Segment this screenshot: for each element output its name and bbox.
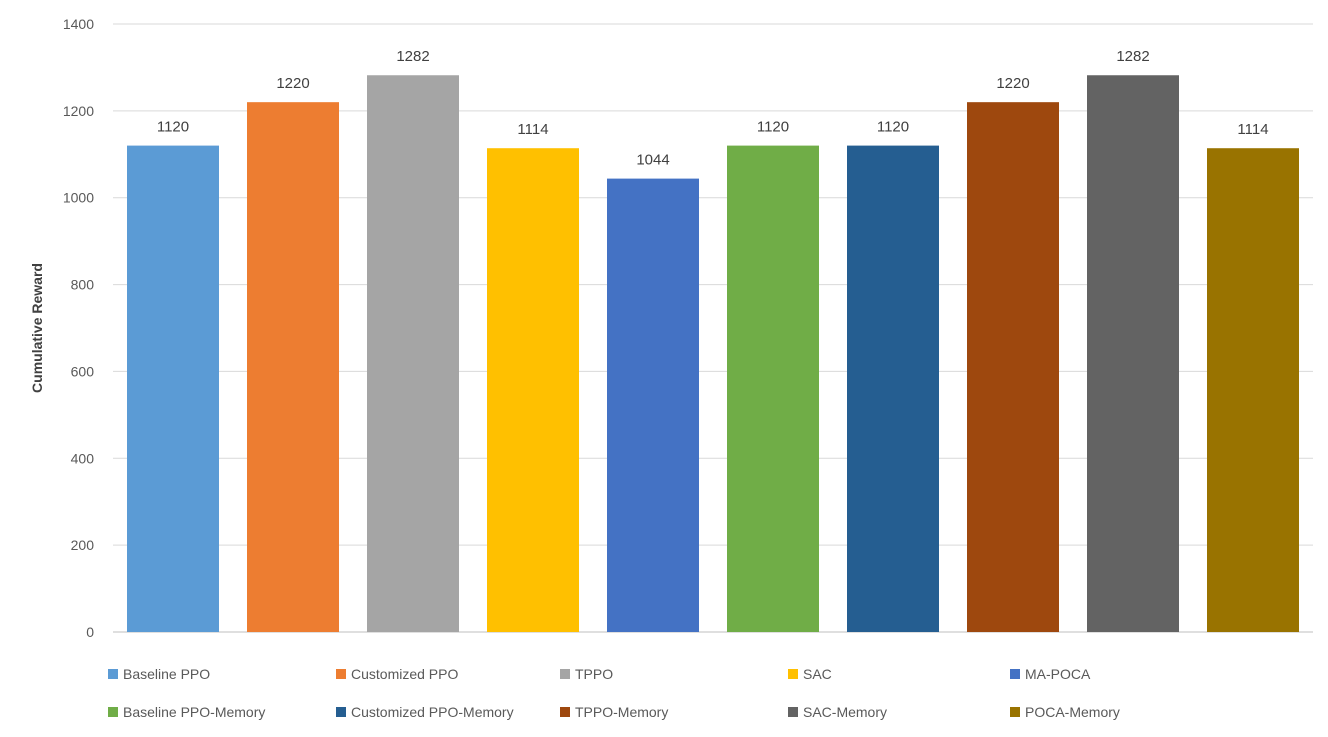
y-tick-label: 400 (71, 450, 95, 466)
y-tick-label: 1400 (63, 16, 94, 32)
legend-item: Customized PPO-Memory (336, 704, 514, 720)
bar (847, 145, 939, 632)
legend-label: SAC (803, 666, 832, 682)
legend-swatch (788, 669, 798, 679)
legend-label: Baseline PPO-Memory (123, 704, 265, 720)
data-label: 1114 (517, 121, 548, 138)
legend-swatch (336, 669, 346, 679)
data-labels: 1120 1220 1282 1114 1044 1120 1120 1220 1282 1114 (157, 48, 1269, 168)
legend-swatch (108, 707, 118, 717)
legend-item: SAC-Memory (788, 704, 887, 720)
legend-label: TPPO-Memory (575, 704, 668, 720)
legend-swatch (560, 669, 570, 679)
bar (607, 178, 699, 632)
bar (727, 145, 819, 632)
legend-item: TPPO-Memory (560, 704, 668, 720)
legend-label: SAC-Memory (803, 704, 887, 720)
legend-swatch (560, 707, 570, 717)
bar (487, 148, 579, 632)
bar (367, 75, 459, 632)
data-label: 1120 (757, 119, 789, 136)
y-tick-label: 0 (86, 624, 94, 640)
legend-label: POCA-Memory (1025, 704, 1120, 720)
bar (1207, 148, 1299, 632)
legend-item: POCA-Memory (1010, 704, 1120, 720)
legend-swatch (336, 707, 346, 717)
legend-label: Baseline PPO (123, 666, 210, 682)
data-label: 1220 (996, 75, 1029, 92)
y-tick-label: 200 (71, 537, 95, 553)
legend-swatch (1010, 707, 1020, 717)
legend-item: TPPO (560, 666, 613, 682)
y-tick-label: 600 (71, 363, 95, 379)
legend-item: SAC (788, 666, 832, 682)
bars (127, 75, 1299, 632)
data-label: 1282 (396, 48, 429, 65)
bar (247, 102, 339, 632)
y-axis-label: Cumulative Reward (29, 263, 45, 393)
data-label: 1044 (636, 152, 669, 169)
bar (127, 145, 219, 632)
data-label: 1120 (877, 119, 909, 136)
legend-label: Customized PPO (351, 666, 458, 682)
y-tick-label: 800 (71, 277, 95, 293)
bar (967, 102, 1059, 632)
legend: Baseline PPO Customized PPO TPPO SAC MA-POCA… (108, 666, 1120, 720)
y-axis-ticks: 0 200 400 600 800 1000 1200 1400 (63, 16, 94, 640)
legend-swatch (108, 669, 118, 679)
legend-item: MA-POCA (1010, 666, 1091, 682)
legend-item: Baseline PPO-Memory (108, 704, 265, 720)
data-label: 1282 (1116, 48, 1149, 65)
legend-swatch (1010, 669, 1020, 679)
y-tick-label: 1200 (63, 103, 94, 119)
legend-item: Customized PPO (336, 666, 458, 682)
legend-swatch (788, 707, 798, 717)
legend-item: Baseline PPO (108, 666, 210, 682)
y-tick-label: 1000 (63, 190, 94, 206)
data-label: 1114 (1237, 121, 1268, 138)
legend-label: MA-POCA (1025, 666, 1091, 682)
legend-label: Customized PPO-Memory (351, 704, 514, 720)
bar (1087, 75, 1179, 632)
data-label: 1220 (276, 75, 309, 92)
data-label: 1120 (157, 119, 189, 136)
legend-label: TPPO (575, 666, 613, 682)
